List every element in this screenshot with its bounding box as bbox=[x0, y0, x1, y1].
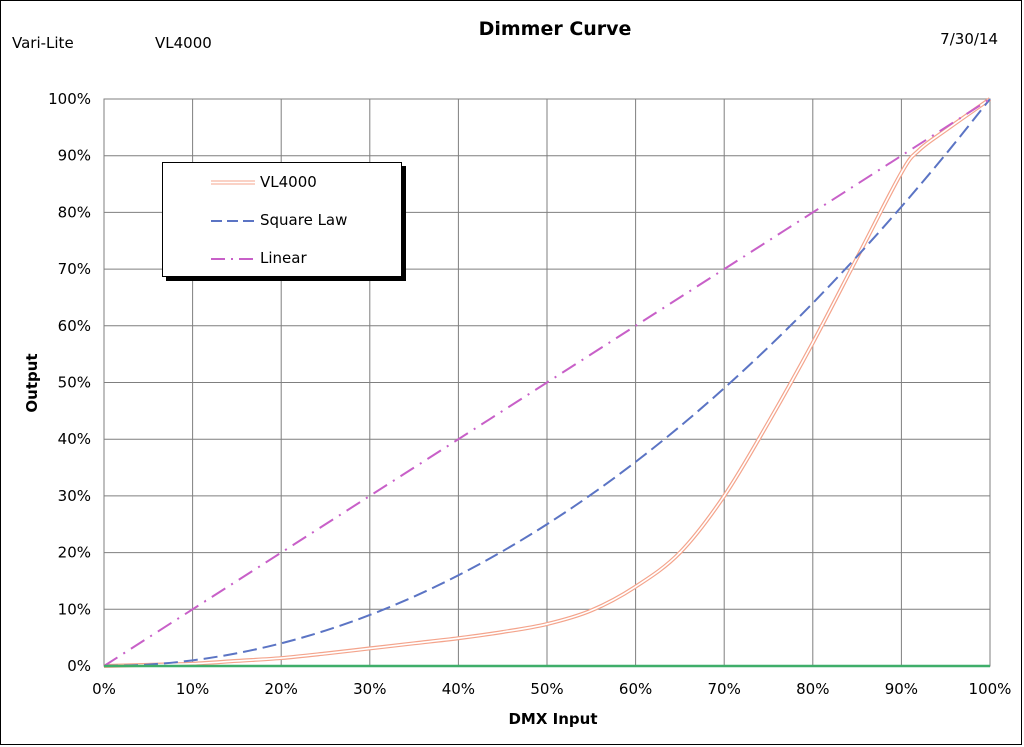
chart-ticks: 0% 10% 20% 30% 40% 50% 60% 70% 80% 90% 100% 0% 10% 20… bbox=[48, 90, 1011, 698]
y-tick-label: 80% bbox=[58, 203, 91, 221]
x-tick-label: 80% bbox=[796, 680, 829, 698]
series-line-square-law bbox=[103, 98, 991, 667]
chart-series bbox=[103, 97, 992, 668]
x-tick-label: 100% bbox=[969, 680, 1012, 698]
legend-label-linear: Linear bbox=[260, 249, 307, 267]
x-axis-label: DMX Input bbox=[508, 710, 597, 728]
legend-label-vl4000: VL4000 bbox=[260, 173, 317, 191]
y-tick-label: 20% bbox=[58, 544, 91, 562]
y-tick-label: 30% bbox=[58, 487, 91, 505]
date-label: 7/30/14 bbox=[940, 30, 998, 48]
x-tick-label: 90% bbox=[885, 680, 918, 698]
legend-label-square-law: Square Law bbox=[260, 211, 348, 229]
x-tick-label: 60% bbox=[619, 680, 652, 698]
y-tick-label: 100% bbox=[48, 90, 91, 108]
y-tick-label: 60% bbox=[58, 317, 91, 335]
y-tick-label: 0% bbox=[67, 657, 91, 675]
x-tick-label: 0% bbox=[92, 680, 116, 698]
model-label: VL4000 bbox=[155, 34, 212, 52]
y-tick-label: 10% bbox=[58, 600, 91, 618]
y-tick-label: 50% bbox=[58, 374, 91, 392]
chart-title: Dimmer Curve bbox=[478, 18, 632, 40]
legend-swatch-vl4000 bbox=[211, 180, 255, 185]
chart-legend: VL4000 Square Law Linear bbox=[162, 162, 402, 277]
manufacturer-label: Vari-Lite bbox=[12, 34, 74, 52]
x-tick-label: 20% bbox=[265, 680, 298, 698]
y-tick-label: 40% bbox=[58, 430, 91, 448]
x-tick-label: 50% bbox=[530, 680, 563, 698]
x-tick-label: 10% bbox=[176, 680, 209, 698]
series-line-vl4000-inner bbox=[103, 98, 991, 667]
series-line-linear bbox=[103, 98, 991, 667]
y-tick-label: 70% bbox=[58, 260, 91, 278]
legend-item-vl4000: VL4000 bbox=[163, 171, 401, 195]
legend-swatch-square-law bbox=[211, 220, 255, 222]
legend-item-square-law: Square Law bbox=[163, 209, 401, 233]
x-tick-label: 40% bbox=[442, 680, 475, 698]
x-tick-label: 70% bbox=[708, 680, 741, 698]
y-tick-label: 90% bbox=[58, 147, 91, 165]
legend-item-linear: Linear bbox=[163, 247, 401, 271]
y-axis-label: Output bbox=[23, 353, 41, 412]
x-tick-label: 30% bbox=[353, 680, 386, 698]
legend-swatch-linear bbox=[211, 258, 255, 260]
